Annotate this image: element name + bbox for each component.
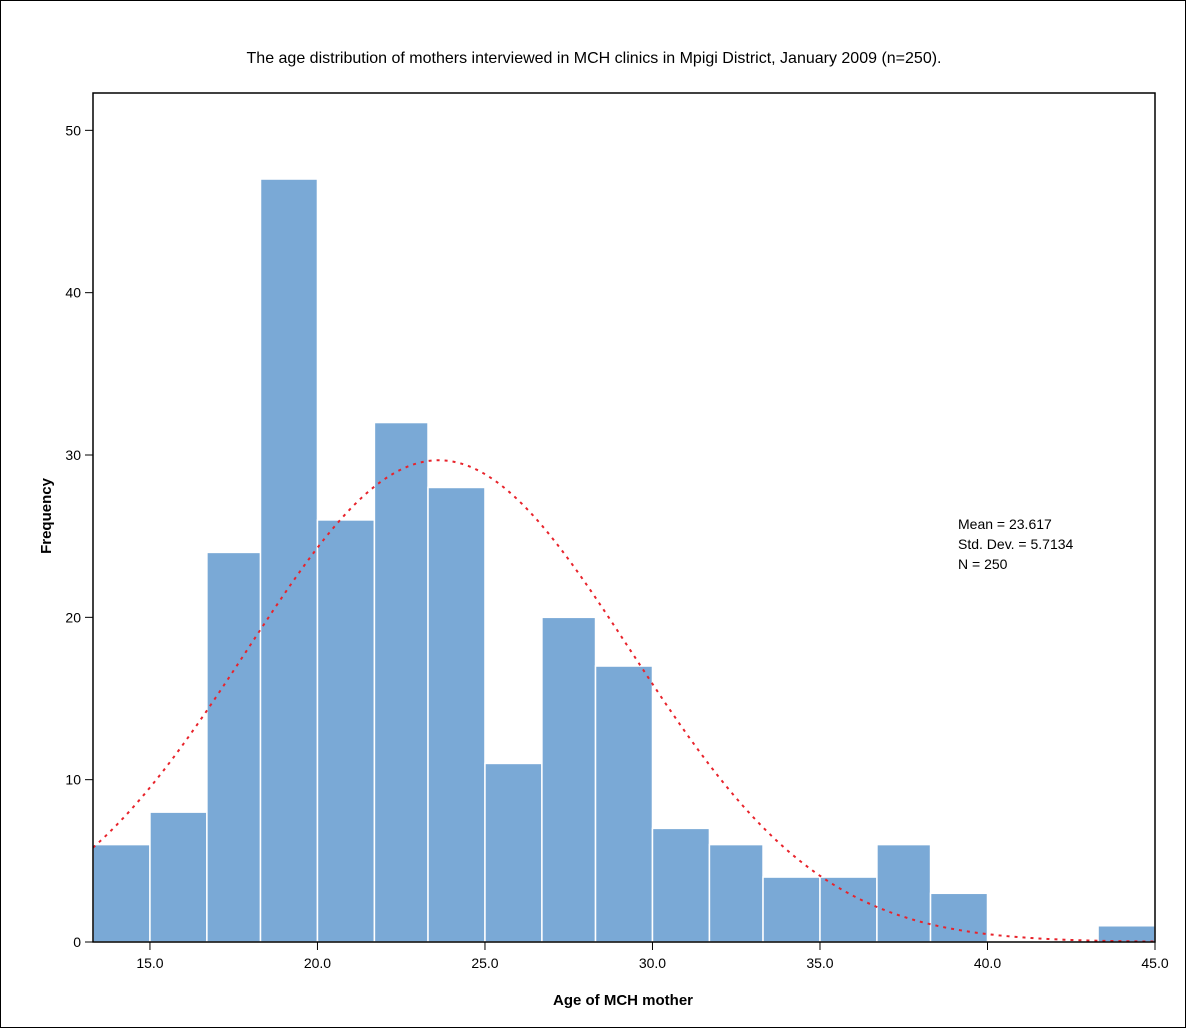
histogram-bar-8 [541,616,597,943]
x-tick-label: 35.0 [806,955,833,971]
y-tick-label: 50 [65,122,81,138]
histogram-bar-15 [929,892,989,943]
x-tick-label: 45.0 [1141,955,1168,971]
histogram-bar-10 [651,827,711,943]
x-tick-label: 15.0 [136,955,163,971]
x-axis-label: Age of MCH mother [553,992,693,1009]
x-tick-label: 25.0 [471,955,498,971]
bars-layer [92,178,1156,943]
histogram-bar-12 [762,876,821,943]
x-tick-label: 40.0 [974,955,1001,971]
histogram-bar-6 [427,486,486,943]
y-tick-label: 0 [73,934,81,950]
axis-ticks-layer: 0 10 20 30 40 50 15.0 20.0 25.0 30.0 35.0 40.0 45.0 [65,122,1168,971]
y-axis-label: Frequency [38,477,55,554]
x-tick-label: 20.0 [304,955,331,971]
histogram-bar-13 [819,876,878,943]
y-tick-label: 30 [65,447,81,463]
histogram-bar-9 [594,665,654,943]
chart-title: The age distribution of mothers intervie… [247,50,942,67]
histogram-bar-18 [1097,925,1156,943]
histogram-bar-7 [484,762,543,943]
histogram-bar-0 [92,843,151,943]
histogram-bar-3 [259,178,319,943]
stats-annotation: Mean = 23.617 Std. Dev. = 5.7134 N = 250 [958,516,1074,572]
stats-n: N = 250 [958,556,1008,572]
stats-mean: Mean = 23.617 [958,516,1052,532]
plot-area-border [92,92,1156,943]
y-tick-label: 40 [65,285,81,301]
histogram-bar-11 [708,843,764,943]
x-tick-label: 30.0 [639,955,666,971]
stats-std-dev: Std. Dev. = 5.7134 [958,536,1074,552]
histogram-bar-2 [206,551,262,943]
histogram-bar-5 [373,421,429,943]
y-tick-label: 20 [65,609,81,625]
histogram-bar-4 [316,519,376,943]
histogram-bar-1 [149,811,208,943]
histogram-bar-14 [876,843,932,943]
y-tick-label: 10 [65,772,81,788]
